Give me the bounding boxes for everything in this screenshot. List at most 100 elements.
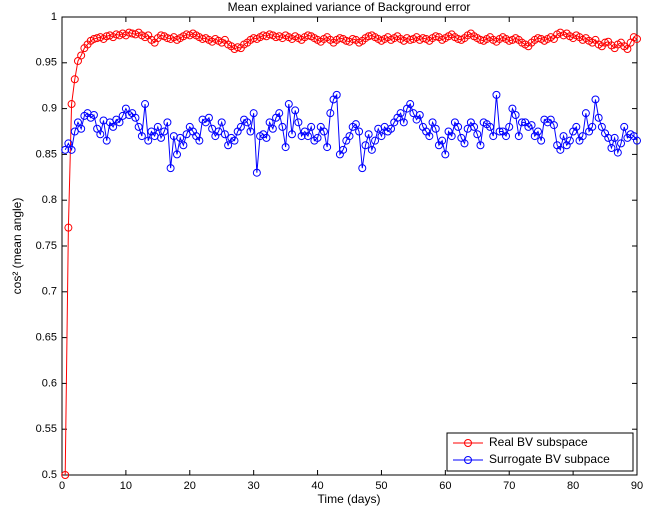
data-point — [425, 132, 434, 141]
data-point — [134, 122, 143, 131]
data-point — [597, 122, 606, 131]
x-tick-label: 20 — [184, 480, 196, 492]
y-tick-label: 0.7 — [42, 286, 57, 298]
data-point — [291, 106, 300, 115]
data-point — [610, 133, 619, 142]
x-axis-label: Time (days) — [318, 492, 381, 506]
data-point — [565, 136, 574, 145]
data-point — [77, 124, 86, 133]
x-tick-label: 50 — [375, 480, 387, 492]
data-point — [406, 100, 415, 109]
data-point — [572, 122, 581, 131]
data-point — [367, 145, 376, 154]
data-point — [588, 122, 597, 131]
data-point — [332, 90, 341, 99]
data-point — [431, 124, 440, 133]
data-point — [176, 133, 185, 142]
data-point — [319, 127, 328, 136]
data-point — [470, 122, 479, 131]
data-point — [415, 111, 424, 120]
data-point — [64, 223, 73, 232]
data-point — [265, 118, 274, 127]
data-point — [163, 118, 172, 127]
y-tick-label: 0.8 — [42, 194, 57, 206]
data-point — [284, 100, 293, 109]
data-point — [476, 35, 485, 44]
data-point — [633, 136, 641, 145]
data-point — [559, 132, 568, 141]
x-tick-label: 40 — [311, 480, 323, 492]
data-point — [179, 141, 188, 150]
x-tick-label: 0 — [59, 480, 65, 492]
data-point — [537, 136, 546, 145]
data-point — [224, 141, 233, 150]
data-point — [303, 132, 312, 141]
data-point — [67, 145, 76, 154]
y-tick-label: 1 — [51, 11, 57, 23]
data-point — [64, 139, 73, 148]
data-point — [358, 164, 367, 173]
data-point — [121, 104, 130, 113]
data-point — [204, 113, 213, 122]
data-point — [549, 121, 558, 130]
data-point — [355, 127, 364, 136]
data-point — [77, 51, 86, 60]
data-point — [141, 100, 150, 109]
data-point — [454, 34, 463, 43]
data-point — [371, 136, 380, 145]
data-point — [438, 136, 447, 145]
data-point — [511, 111, 520, 120]
data-point — [259, 31, 268, 40]
data-point — [128, 29, 137, 38]
data-point — [281, 143, 290, 152]
data-point — [70, 75, 79, 84]
data-point — [182, 30, 191, 39]
data-point — [460, 139, 469, 148]
data-point — [268, 124, 277, 133]
data-point — [351, 120, 360, 129]
data-point — [89, 111, 98, 120]
data-point — [431, 32, 440, 41]
data-point — [275, 109, 284, 118]
data-point — [518, 118, 526, 127]
data-point — [604, 133, 613, 142]
legend: Real BV subspace Surrogate BV subpace — [446, 432, 634, 472]
x-tick-label: 30 — [248, 480, 260, 492]
data-point — [399, 118, 408, 127]
legend-marker — [464, 456, 472, 464]
data-point — [249, 109, 258, 118]
data-point — [607, 143, 616, 152]
data-point — [249, 34, 258, 43]
legend-box — [446, 432, 634, 472]
data-point — [96, 130, 105, 139]
data-point — [508, 104, 517, 113]
data-point — [246, 127, 255, 136]
legend-marker — [464, 439, 472, 447]
data-point — [505, 122, 514, 131]
data-point — [93, 34, 102, 43]
y-tick-label: 0.9 — [42, 103, 57, 115]
data-point — [131, 113, 140, 122]
x-tick-label: 10 — [120, 480, 132, 492]
data-point — [198, 34, 207, 43]
data-point — [556, 145, 565, 154]
data-point — [109, 122, 118, 131]
data-point — [102, 136, 111, 145]
legend-label: Real BV subspace — [489, 435, 588, 449]
data-point — [345, 132, 354, 141]
data-point — [348, 34, 357, 43]
data-point — [620, 122, 629, 131]
data-point — [454, 122, 463, 131]
data-point — [502, 132, 511, 141]
data-point — [157, 133, 166, 142]
y-tick-label: 0.85 — [36, 148, 57, 160]
data-point — [230, 136, 239, 145]
data-point — [307, 122, 316, 131]
data-point — [102, 32, 111, 41]
series — [61, 90, 641, 177]
data-point — [118, 111, 127, 120]
data-point — [623, 45, 632, 54]
